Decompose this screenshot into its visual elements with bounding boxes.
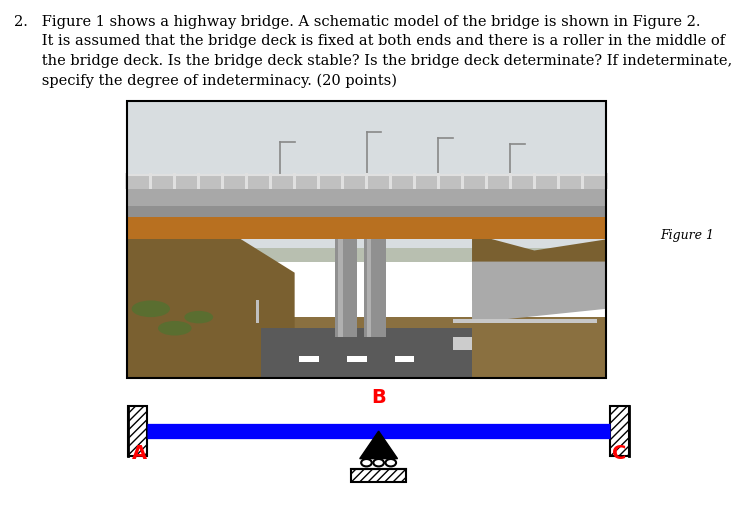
Bar [437,172,440,189]
Bar [509,172,512,189]
Text: B: B [371,388,386,407]
Bar [127,189,606,217]
Bar [293,172,296,189]
Polygon shape [261,328,472,378]
Polygon shape [360,431,398,459]
Bar [174,172,176,189]
Text: Figure 1: Figure 1 [661,229,715,242]
Text: the bridge deck. Is the bridge deck stable? Is the bridge deck determinate? If i: the bridge deck. Is the bridge deck stab… [14,54,732,68]
Text: It is assumed that the bridge deck is fixed at both ends and there is a roller i: It is assumed that the bridge deck is fi… [14,34,725,48]
Ellipse shape [184,311,213,323]
Bar [127,217,606,239]
Bar [197,172,200,189]
Bar [270,172,272,189]
Bar [335,236,357,336]
Polygon shape [472,234,606,300]
Bar [337,236,343,336]
Bar [533,172,536,189]
Bar [352,469,406,482]
Bar [453,320,596,323]
Text: 2.   Figure 1 shows a highway bridge. A schematic model of the bridge is shown i: 2. Figure 1 shows a highway bridge. A sc… [14,15,700,29]
Bar [127,248,606,262]
Bar [581,172,584,189]
Bar [367,236,371,336]
Bar [347,356,366,362]
Bar [365,172,368,189]
Bar [610,406,629,456]
Bar [128,406,147,456]
Bar [245,172,248,189]
Bar [453,336,472,350]
Bar [396,356,414,362]
Bar [605,172,608,189]
Bar [300,356,319,362]
Bar [221,172,224,189]
Bar [127,317,606,378]
Bar [256,300,259,323]
Ellipse shape [158,321,192,335]
Text: C: C [612,444,627,463]
Bar [125,172,128,189]
Polygon shape [472,262,606,323]
Bar [317,172,320,189]
Bar [389,172,392,189]
Bar [127,101,606,378]
Bar [341,172,344,189]
Text: specify the degree of indeterminacy. (20 points): specify the degree of indeterminacy. (20… [14,74,396,88]
Bar [413,172,416,189]
Bar [485,172,488,189]
Bar [127,176,606,189]
Polygon shape [127,225,294,378]
Bar [364,236,386,336]
Text: A: A [132,444,147,463]
Bar [127,206,606,217]
Bar [149,172,153,189]
Bar [557,172,559,189]
Ellipse shape [131,300,170,317]
Bar [461,172,464,189]
Bar [127,101,606,262]
